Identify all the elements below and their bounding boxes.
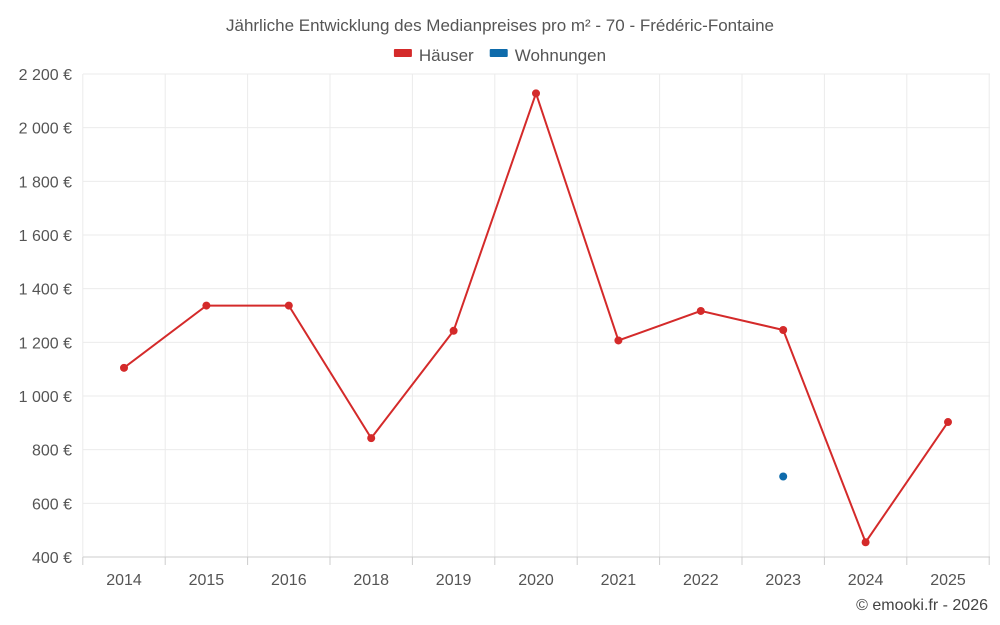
y-tick-label: 1 200 € — [19, 335, 72, 352]
grid — [82, 73, 990, 558]
x-axis: 2014 2015 2016 2018 2019 2020 2021 2022 2023 2024… — [82, 556, 990, 589]
data-point[interactable] — [449, 326, 458, 335]
y-tick-label: 1 800 € — [19, 174, 72, 191]
y-tick-label: 800 € — [32, 443, 72, 460]
x-tick-label: 2021 — [601, 572, 637, 589]
data-point[interactable] — [532, 89, 540, 98]
data-point[interactable] — [614, 336, 623, 345]
y-axis: 400 € 600 € 800 € 1 000 € 1 200 € 1 400 € 1 60… — [19, 67, 72, 567]
data-point[interactable] — [861, 538, 870, 547]
data-point[interactable] — [779, 472, 788, 481]
x-tick-label: 2023 — [765, 572, 801, 589]
y-tick-label: 2 200 € — [19, 67, 72, 84]
data-point[interactable] — [367, 434, 376, 443]
chart-title: Jährliche Entwicklung des Medianpreises … — [226, 16, 774, 35]
data-point[interactable] — [284, 301, 293, 310]
legend-item-häuser[interactable]: Häuser — [393, 46, 474, 65]
legend-label: Wohnungen — [515, 46, 606, 65]
legend-swatch — [489, 49, 508, 57]
x-tick-label: 2014 — [106, 572, 142, 589]
data-point[interactable] — [120, 363, 128, 372]
legend-label: Häuser — [419, 46, 474, 65]
legend-item-wohnungen[interactable]: Wohnungen — [489, 46, 606, 65]
credit-label: © emooki.fr - 2026 — [856, 597, 988, 614]
x-tick-label: 2024 — [848, 572, 884, 589]
y-tick-label: 1 000 € — [19, 389, 72, 406]
data-point[interactable] — [696, 306, 705, 315]
y-tick-label: 2 000 € — [19, 121, 72, 138]
x-tick-label: 2019 — [436, 572, 472, 589]
legend-swatch — [393, 49, 412, 57]
x-tick-label: 2022 — [683, 572, 719, 589]
x-tick-label: 2016 — [271, 572, 307, 589]
y-tick-label: 1 400 € — [19, 282, 72, 299]
y-tick-label: 400 € — [32, 550, 72, 567]
x-tick-label: 2018 — [353, 572, 389, 589]
data-point[interactable] — [944, 418, 952, 427]
data-point[interactable] — [779, 325, 788, 334]
series-wohnungen — [779, 472, 788, 481]
x-tick-label: 2015 — [189, 572, 225, 589]
data-point[interactable] — [202, 301, 211, 310]
series-layer — [120, 89, 952, 547]
series-häuser — [120, 89, 952, 547]
x-tick-label: 2020 — [518, 572, 554, 589]
x-tick-label: 2025 — [930, 572, 966, 589]
y-tick-label: 600 € — [32, 496, 72, 513]
y-tick-label: 1 600 € — [19, 228, 72, 245]
legend: Häuser Wohnungen — [393, 46, 606, 65]
